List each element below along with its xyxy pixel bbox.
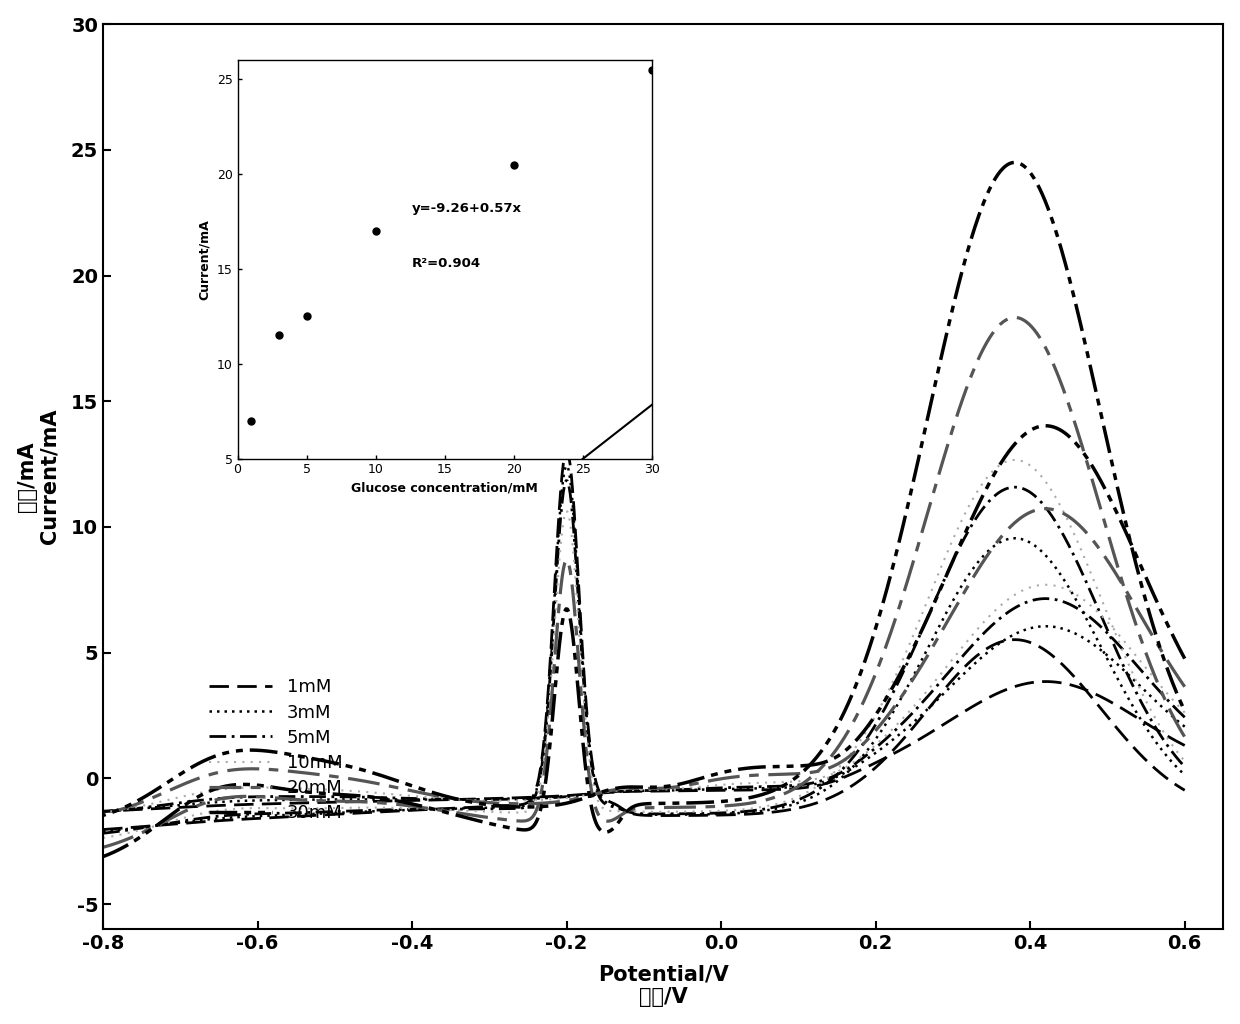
Y-axis label: 电流/mA
Current/mA: 电流/mA Current/mA xyxy=(16,409,60,545)
Legend: 1mM, 3mM, 5mM, 10mM, 20mM, 30mM: 1mM, 3mM, 5mM, 10mM, 20mM, 30mM xyxy=(202,671,350,829)
X-axis label: Potential/V
电位/V: Potential/V 电位/V xyxy=(598,965,729,1008)
